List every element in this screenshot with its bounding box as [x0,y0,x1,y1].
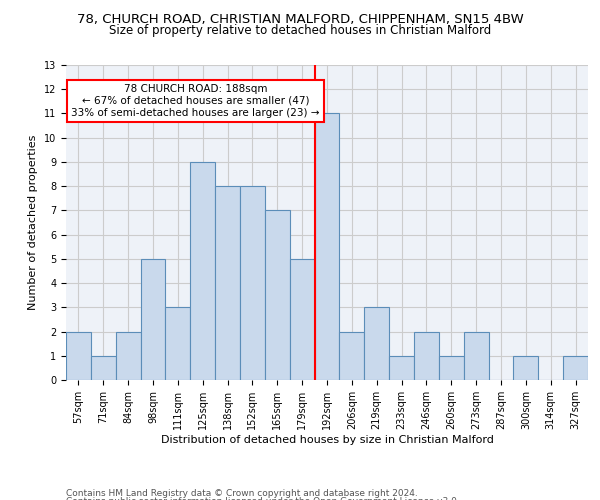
Bar [166,308,190,380]
Bar [240,186,265,380]
Bar [439,356,464,380]
Text: Contains public sector information licensed under the Open Government Licence v3: Contains public sector information licen… [66,497,460,500]
Bar [464,332,488,380]
Bar [91,356,116,380]
Bar [66,332,91,380]
Bar [563,356,588,380]
Bar [364,308,389,380]
Bar [314,114,340,380]
Bar [514,356,538,380]
Y-axis label: Number of detached properties: Number of detached properties [28,135,38,310]
Bar [116,332,140,380]
Bar [389,356,414,380]
Bar [290,259,314,380]
X-axis label: Distribution of detached houses by size in Christian Malford: Distribution of detached houses by size … [161,434,493,444]
Bar [414,332,439,380]
Bar [265,210,290,380]
Text: 78, CHURCH ROAD, CHRISTIAN MALFORD, CHIPPENHAM, SN15 4BW: 78, CHURCH ROAD, CHRISTIAN MALFORD, CHIP… [77,12,523,26]
Bar [340,332,364,380]
Bar [190,162,215,380]
Text: Contains HM Land Registry data © Crown copyright and database right 2024.: Contains HM Land Registry data © Crown c… [66,488,418,498]
Text: Size of property relative to detached houses in Christian Malford: Size of property relative to detached ho… [109,24,491,37]
Text: 78 CHURCH ROAD: 188sqm
← 67% of detached houses are smaller (47)
33% of semi-det: 78 CHURCH ROAD: 188sqm ← 67% of detached… [71,84,320,117]
Bar [140,259,166,380]
Bar [215,186,240,380]
